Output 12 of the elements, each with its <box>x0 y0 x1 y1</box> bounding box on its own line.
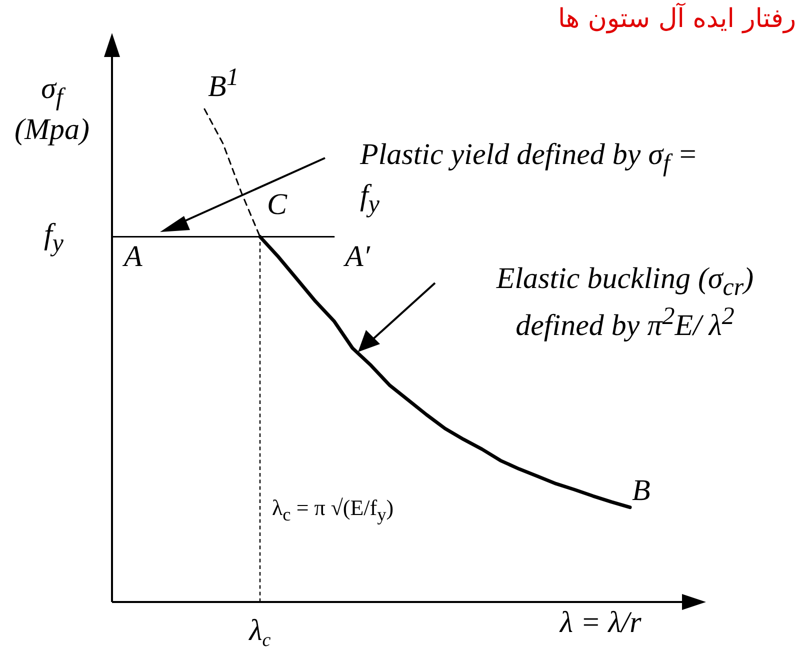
text: Elastic buckling (σ$_{cr}$) defined by π$^{2}$E/ λ$^{2}$ <box>496 262 754 342</box>
text: Plastic yield defined by σ$_{f}$ = f$_{y}$ <box>360 138 698 218</box>
annotation: B <box>632 474 650 508</box>
y-axis-title: σ$_{f}$ (Mpa) <box>14 72 90 148</box>
text: B$^{1}$ <box>208 64 239 104</box>
annotation: λ$_{c}$ = π √(E/f$_{y}$) <box>272 495 394 526</box>
x-axis-title: λ = λ/r <box>560 606 642 640</box>
annotation: A′ <box>345 240 370 274</box>
annotation: A <box>124 240 142 274</box>
text: f$_{y}$ <box>44 218 64 259</box>
chart-title: رفتار ایده آل ستون ها <box>558 4 796 34</box>
annotation: C <box>267 188 288 222</box>
